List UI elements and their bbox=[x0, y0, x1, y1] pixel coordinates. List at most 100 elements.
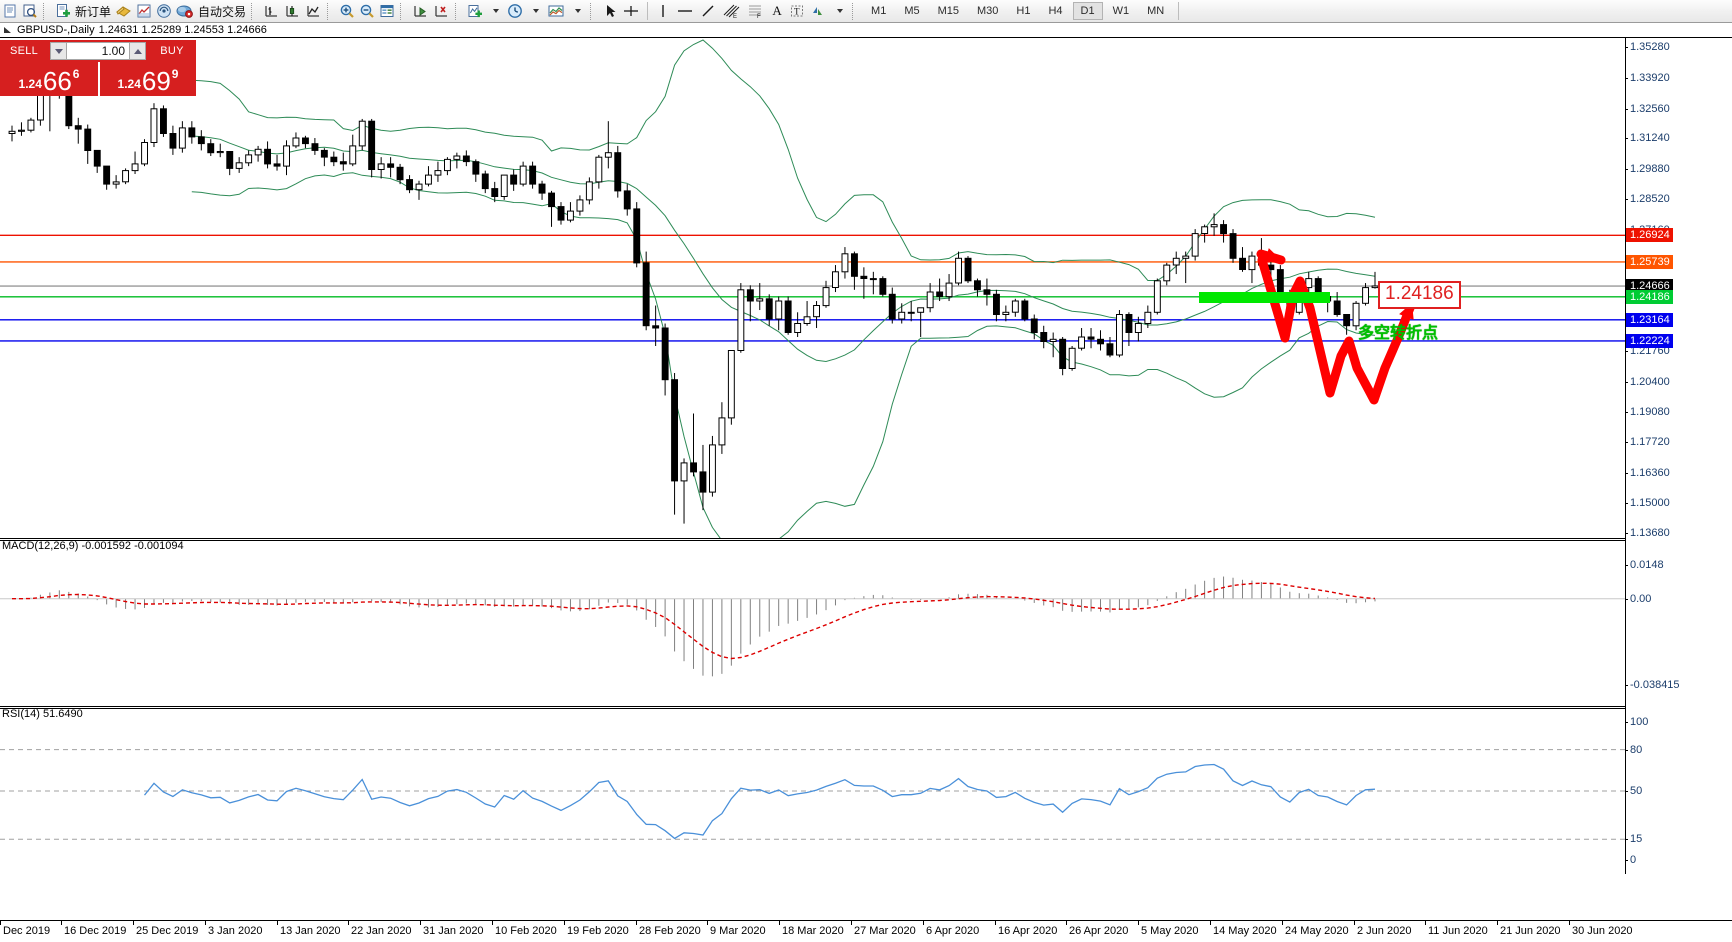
volume-increment-button[interactable] bbox=[129, 42, 146, 60]
date-tick-label: 24 May 2020 bbox=[1285, 925, 1349, 937]
one-click-trading-panel[interactable]: SELL 1.00 BUY 1.24 66 6 1.24 69 9 bbox=[0, 40, 196, 96]
candlestick bbox=[434, 161, 442, 182]
candlestick bbox=[1134, 316, 1142, 342]
market-watch-icon[interactable] bbox=[154, 1, 174, 22]
zoom-in-icon[interactable] bbox=[337, 1, 357, 22]
period-dropdown[interactable] bbox=[525, 1, 545, 22]
add-indicator-icon[interactable] bbox=[465, 1, 485, 22]
new-order-label[interactable]: 新订单 bbox=[75, 4, 112, 19]
shift-chart-icon[interactable] bbox=[410, 1, 431, 22]
arrows-icon[interactable] bbox=[807, 1, 829, 22]
autotrading-icon[interactable] bbox=[174, 1, 196, 22]
price-tick: 1.31240 bbox=[1625, 132, 1670, 145]
macd-axis[interactable]: 0.0148 0.00 -0.038415 bbox=[1624, 538, 1732, 706]
add-indicator-dropdown[interactable] bbox=[485, 1, 505, 22]
templates-icon[interactable] bbox=[545, 1, 567, 22]
candlestick-chart-icon[interactable] bbox=[282, 1, 303, 22]
toolbar-separator-5 bbox=[455, 2, 462, 20]
bid-price-main: 66 bbox=[42, 66, 72, 96]
support-label-1[interactable]: 1.24186 bbox=[1626, 289, 1673, 304]
equidistant-channel-icon[interactable]: E bbox=[719, 1, 743, 22]
vertical-line-icon[interactable] bbox=[653, 1, 673, 22]
timeframe-m1[interactable]: M1 bbox=[871, 5, 887, 17]
candlestick bbox=[330, 151, 338, 167]
candlestick bbox=[1248, 251, 1256, 284]
timeframe-m30[interactable]: M30 bbox=[977, 5, 999, 17]
macd-pane[interactable]: MACD(12,26,9) -0.001592 -0.001094 0.0148… bbox=[0, 538, 1732, 706]
candlestick bbox=[718, 402, 726, 454]
bid-price[interactable]: 1.24 66 6 bbox=[0, 62, 98, 96]
candlestick bbox=[150, 103, 158, 148]
fibonacci-icon[interactable]: F bbox=[743, 1, 767, 22]
volume-decrement-button[interactable] bbox=[50, 42, 67, 60]
horizontal-line-icon[interactable] bbox=[673, 1, 697, 22]
ask-price[interactable]: 1.24 69 9 bbox=[98, 62, 196, 96]
auto-scroll-icon[interactable] bbox=[431, 1, 452, 22]
timeframe-mn[interactable]: MN bbox=[1147, 5, 1165, 17]
rsi-plot-area[interactable] bbox=[0, 706, 1625, 874]
sell-button[interactable]: SELL bbox=[0, 40, 48, 62]
price-tick: 1.28520 bbox=[1625, 193, 1670, 206]
price-axis[interactable]: 1.35280 1.33920 1.32560 1.31240 1.29880 1.285… bbox=[1625, 38, 1732, 539]
candlestick bbox=[661, 323, 669, 396]
price-pane[interactable]: 1.35280 1.33920 1.32560 1.31240 1.29880 1.285… bbox=[0, 38, 1732, 539]
candlestick bbox=[178, 121, 186, 153]
candlestick bbox=[1182, 251, 1190, 284]
period-clock-icon[interactable] bbox=[505, 1, 525, 22]
timeframe-m5[interactable]: M5 bbox=[904, 5, 920, 17]
arrows-dropdown[interactable] bbox=[829, 1, 849, 22]
text-icon[interactable]: A bbox=[772, 3, 782, 18]
timeframe-w1[interactable]: W1 bbox=[1112, 5, 1130, 17]
new-chart-icon[interactable] bbox=[0, 1, 20, 22]
chart-container[interactable]: 1.35280 1.33920 1.32560 1.31240 1.29880 1.285… bbox=[0, 38, 1732, 942]
line-chart-icon[interactable] bbox=[303, 1, 324, 22]
candlestick bbox=[18, 122, 25, 136]
timeframe-h4[interactable]: H4 bbox=[1048, 5, 1063, 17]
volume-control[interactable]: 1.00 bbox=[48, 40, 148, 62]
rsi-pane[interactable]: RSI(14) 51.6490 100 80 50 15 0 bbox=[0, 706, 1732, 874]
ask-price-pip: 9 bbox=[171, 67, 179, 81]
resistance-label-2[interactable]: 1.25739 bbox=[1626, 254, 1673, 269]
candlestick bbox=[642, 251, 650, 331]
text-label-icon[interactable]: T bbox=[787, 1, 807, 22]
support-label-2[interactable]: 1.23164 bbox=[1626, 312, 1673, 327]
macd-plot-area[interactable] bbox=[0, 538, 1625, 706]
date-axis[interactable]: Dec 2019 16 Dec 2019 25 Dec 2019 3 Jan 2020… bbox=[0, 920, 1732, 942]
new-order-icon[interactable] bbox=[53, 1, 73, 22]
expert-advisors-icon[interactable] bbox=[113, 1, 134, 22]
zoom-out-icon[interactable] bbox=[357, 1, 377, 22]
trendline-icon[interactable] bbox=[697, 1, 719, 22]
buy-button[interactable]: BUY bbox=[148, 40, 196, 62]
resistance-label-1[interactable]: 1.26924 bbox=[1626, 228, 1673, 243]
timeframe-d1[interactable]: D1 bbox=[1072, 2, 1103, 20]
candlestick bbox=[197, 130, 205, 151]
price-tick: 1.15000 bbox=[1625, 497, 1670, 510]
candlestick bbox=[576, 195, 584, 216]
candlestick bbox=[756, 283, 764, 311]
date-tick-label: 21 Jun 2020 bbox=[1500, 925, 1561, 937]
crosshair-icon[interactable] bbox=[620, 1, 642, 22]
candlestick bbox=[784, 296, 792, 335]
indicators-icon[interactable] bbox=[134, 1, 154, 22]
candlestick bbox=[604, 121, 612, 169]
candlestick bbox=[1258, 238, 1265, 270]
candlestick bbox=[595, 154, 603, 189]
templates-dropdown[interactable] bbox=[567, 1, 587, 22]
rsi-axis[interactable]: 100 80 50 15 0 bbox=[1624, 706, 1732, 874]
autotrading-label[interactable]: 自动交易 bbox=[198, 4, 247, 19]
date-tick-label: 25 Dec 2019 bbox=[136, 925, 199, 937]
bar-chart-icon[interactable] bbox=[261, 1, 282, 22]
date-tick-mark bbox=[492, 920, 493, 925]
timeframe-h1[interactable]: H1 bbox=[1016, 5, 1031, 17]
timeframe-m15[interactable]: M15 bbox=[937, 5, 959, 17]
candlestick bbox=[623, 184, 631, 216]
volume-input[interactable]: 1.00 bbox=[67, 42, 129, 60]
last-price-label[interactable]: 1.24666 bbox=[1626, 279, 1673, 294]
profiles-icon[interactable] bbox=[20, 1, 40, 22]
candlestick bbox=[349, 134, 357, 167]
candlestick bbox=[993, 289, 1000, 322]
support-label-3[interactable]: 1.22224 bbox=[1626, 333, 1673, 348]
candlestick bbox=[235, 157, 243, 173]
cursor-icon[interactable] bbox=[600, 1, 620, 22]
data-window-icon[interactable] bbox=[377, 1, 397, 22]
